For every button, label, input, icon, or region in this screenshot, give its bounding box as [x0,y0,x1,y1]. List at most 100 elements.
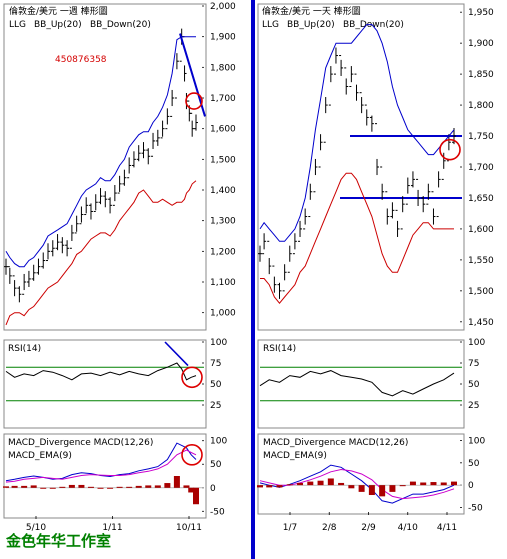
daily-rsi-title: RSI(14) [263,344,296,354]
series-line-rsi-14- [259,370,455,397]
y-tick-label: 1,650 [468,194,494,204]
weekly-macd-title: MACD_Divergence MACD(12,26) [8,438,153,448]
weekly-legend-bbup: BB_Up(20) [34,20,82,30]
macd-highlight-circle [181,444,203,466]
series-line-macd-ema-9- [5,449,197,483]
macd-histogram-bar [30,485,37,488]
downtrend-line [179,33,206,117]
series-line-macd-12-26- [5,442,197,482]
x-tick-label: 2/9 [361,523,376,533]
macd-histogram-bar [297,482,304,486]
x-tick-label: 1/7 [283,523,297,533]
macd-histogram-bar [183,485,190,488]
macd-histogram-bar [49,487,56,489]
y-tick-label: 25 [210,401,221,411]
y-tick-label: 1,500 [210,155,236,165]
y-tick-label: 1,900 [210,33,236,43]
y-tick-label: 1,300 [210,217,236,227]
daily-highlight-circle [439,138,461,161]
macd-histogram-bar [266,485,273,488]
macd-histogram-bar [78,484,85,488]
macd-histogram-bar [389,485,396,492]
rsi-highlight-circle [181,366,203,389]
y-tick-label: 1,600 [210,125,236,135]
y-tick-label: 100 [210,437,227,447]
macd-histogram-bar [126,486,133,488]
daily-rsi-frame [257,339,465,429]
macd-histogram-bar [358,485,365,492]
macd-histogram-bar [135,485,142,488]
weekly-title: 倫敦金/美元 一週 棒形圖 [9,5,108,17]
macd-histogram-bar [97,487,104,489]
y-tick-label: 50 [210,460,222,470]
y-tick-label: 75 [210,359,221,369]
macd-histogram-bar [87,486,94,488]
y-tick-label: 1,700 [210,94,236,104]
macd-histogram-bar [399,485,406,487]
y-tick-label: 50 [210,380,222,390]
x-tick-label: 1/11 [102,523,122,533]
weekly-rsi-title: RSI(14) [8,344,41,354]
macd-histogram-bar [21,485,28,488]
y-tick-label: 0 [468,481,474,491]
macd-histogram-bar [317,480,324,486]
macd-histogram-bar [368,485,375,496]
daily-legend-bbdown: BB_Down(20) [343,20,404,30]
y-tick-label: 1,800 [468,101,494,111]
studio-label: 金色年华工作室 [5,532,111,550]
weekly-legend-llg: LLG [9,20,26,30]
macd-histogram-bar [440,482,447,486]
x-tick-label: 5/10 [26,523,46,533]
series-line-bb-up-20- [5,36,196,268]
macd-histogram-bar [173,476,180,488]
macd-histogram-bar [286,484,293,486]
y-tick-label: 1,700 [468,163,494,173]
weekly-macd-subtitle: MACD_EMA(9) [8,451,72,461]
weekly-price-frame [3,3,207,331]
y-tick-label: 1,950 [468,8,494,18]
y-tick-label: 0 [210,484,216,494]
macd-histogram-bar [107,487,114,489]
macd-histogram-bar [451,481,457,486]
weekly-highlight-circle [185,92,203,110]
series-line-bb-down-20- [5,180,197,326]
macd-histogram-bar [338,482,345,486]
series-line-bb-up-20- [259,24,455,242]
macd-histogram-bar [145,485,152,488]
series-line-bb-down-20- [260,172,454,304]
macd-histogram-bar [327,478,334,486]
y-tick-label: 75 [468,359,479,369]
y-tick-label: 50 [468,459,480,469]
macd-histogram-bar [307,481,314,486]
y-tick-label: 1,450 [468,318,494,328]
y-tick-label: -50 [210,507,225,517]
macd-histogram-bar [257,485,263,488]
x-tick-label: 4/11 [437,523,457,533]
watermark-id: 450876358 [55,55,107,65]
y-tick-label: 1,850 [468,70,494,80]
daily-title: 倫敦金/美元 一天 棒形圖 [262,5,361,17]
macd-histogram-bar [430,482,437,486]
macd-histogram-bar [59,486,66,488]
y-tick-label: 1,100 [210,278,236,288]
panel-divider [251,0,255,559]
y-tick-label: 1,000 [210,309,236,319]
macd-histogram-bar [40,487,47,489]
macd-histogram-bar [409,481,416,486]
y-tick-label: 1,800 [210,63,236,73]
macd-histogram-bar [154,485,161,488]
series-line-rsi-14- [5,362,197,381]
y-tick-label: 1,400 [210,186,236,196]
macd-histogram-bar [420,482,427,486]
plot-layer: 1,000 1,100 1,200 1,300 1,400 1,500 1,600 1,700… [3,2,494,533]
daily-macd-subtitle: MACD_EMA(9) [263,451,327,461]
macd-histogram-bar [188,487,195,493]
macd-histogram-bar [379,485,386,497]
daily-macd-title: MACD_Divergence MACD(12,26) [263,438,408,448]
weekly-legend-bbdown: BB_Down(20) [90,20,151,30]
daily-price-frame [257,3,465,331]
macd-histogram-bar [3,486,9,488]
y-tick-label: 1,550 [468,256,494,266]
y-tick-label: 25 [468,401,479,411]
y-tick-label: 50 [468,380,480,390]
